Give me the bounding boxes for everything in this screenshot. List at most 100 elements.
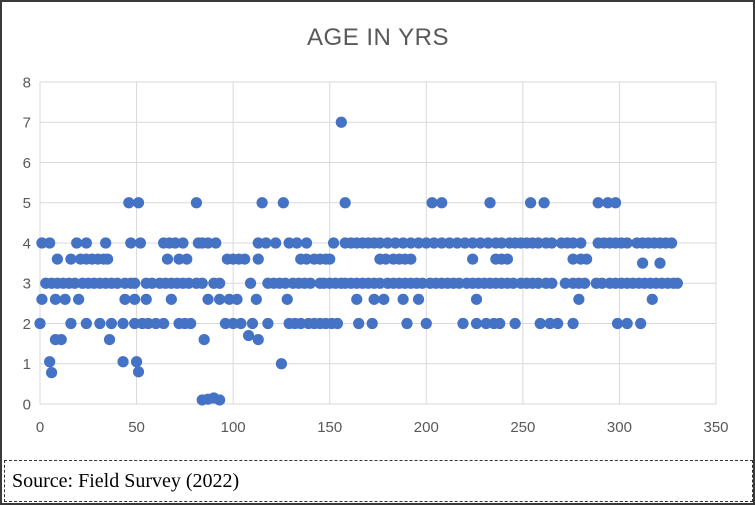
data-point <box>609 197 622 209</box>
data-point <box>73 293 85 305</box>
data-point <box>219 317 232 330</box>
data-point <box>146 277 158 289</box>
data-point <box>252 237 264 249</box>
data-point <box>227 317 239 330</box>
y-tick-label: 3 <box>23 276 31 293</box>
data-point <box>397 237 409 249</box>
data-point <box>428 237 440 249</box>
data-point <box>420 317 432 330</box>
data-point <box>368 293 380 305</box>
data-point <box>275 358 288 370</box>
data-point <box>123 197 135 209</box>
x-tick-label: 50 <box>128 419 145 436</box>
data-point <box>646 293 658 305</box>
data-point <box>117 317 129 330</box>
source-text-box[interactable]: Source: Field Survey (2022) <box>4 460 753 502</box>
x-tick-label: 100 <box>221 419 246 436</box>
data-point <box>457 317 469 330</box>
data-point <box>111 277 123 289</box>
data-point <box>532 237 544 249</box>
data-point <box>366 317 378 330</box>
x-tick-label: 0 <box>36 419 44 436</box>
data-point <box>34 317 46 330</box>
data-point <box>470 293 483 305</box>
data-point <box>436 237 448 249</box>
data-point <box>44 237 56 249</box>
data-point <box>223 293 235 305</box>
data-point <box>567 253 579 265</box>
x-tick-label: 350 <box>703 419 728 436</box>
data-point <box>165 293 177 305</box>
data-point <box>65 317 77 330</box>
data-point <box>198 334 210 346</box>
data-point <box>181 253 193 265</box>
data-point <box>55 334 67 346</box>
data-point <box>579 277 591 289</box>
data-point <box>380 253 392 265</box>
data-point <box>71 237 83 249</box>
data-point <box>49 293 62 305</box>
data-point <box>161 253 174 265</box>
data-point <box>482 237 494 249</box>
data-point <box>270 237 282 249</box>
data-point <box>183 277 195 289</box>
data-point <box>260 237 272 249</box>
data-point <box>389 237 401 249</box>
data-point <box>382 237 394 249</box>
data-point <box>573 293 585 305</box>
data-point <box>132 366 145 378</box>
data-point <box>538 197 550 209</box>
data-point <box>262 317 274 330</box>
data-point <box>412 293 425 305</box>
data-point <box>401 317 413 330</box>
data-point <box>281 293 293 305</box>
data-point <box>36 237 48 249</box>
x-tick-label: 250 <box>510 419 535 436</box>
data-point <box>129 317 141 330</box>
data-point <box>36 293 48 305</box>
data-point <box>277 197 289 209</box>
data-point <box>374 277 386 289</box>
data-point <box>335 116 347 128</box>
y-tick-label: 2 <box>23 316 31 333</box>
scatter-plot[interactable]: 0 1 2 3 4 5 6 7 8 0 50 100 150 200 250 300 350 <box>2 2 755 457</box>
data-point <box>559 277 571 289</box>
data-point <box>575 237 587 249</box>
data-point <box>235 317 247 330</box>
source-label: Source: Field Survey (2022) <box>12 469 240 492</box>
data-point <box>214 277 226 289</box>
data-point <box>451 237 463 249</box>
data-point <box>453 277 465 289</box>
data-point <box>611 317 624 330</box>
data-point <box>142 317 154 330</box>
data-point <box>300 253 313 265</box>
data-point <box>351 293 363 305</box>
x-tick-label: 200 <box>414 419 439 436</box>
data-point <box>65 253 77 265</box>
y-tick-label: 0 <box>23 396 31 413</box>
data-point <box>117 356 129 368</box>
data-point <box>242 329 255 342</box>
data-point <box>202 237 214 249</box>
data-point <box>467 237 479 249</box>
data-point <box>214 293 226 305</box>
data-point <box>94 317 106 330</box>
data-point <box>567 317 579 330</box>
data-point <box>470 317 483 330</box>
data-point <box>158 317 170 330</box>
data-point <box>426 197 438 209</box>
data-point <box>467 253 479 265</box>
data-point <box>436 197 448 209</box>
data-point <box>100 237 112 249</box>
data-point <box>353 317 365 330</box>
data-point <box>80 317 92 330</box>
data-point <box>125 237 137 249</box>
data-point <box>252 253 264 265</box>
data-point <box>59 293 71 305</box>
data-point <box>252 334 264 346</box>
data-point <box>214 394 226 406</box>
data-point <box>405 253 417 265</box>
data-point <box>150 317 162 330</box>
data-point <box>480 317 492 330</box>
